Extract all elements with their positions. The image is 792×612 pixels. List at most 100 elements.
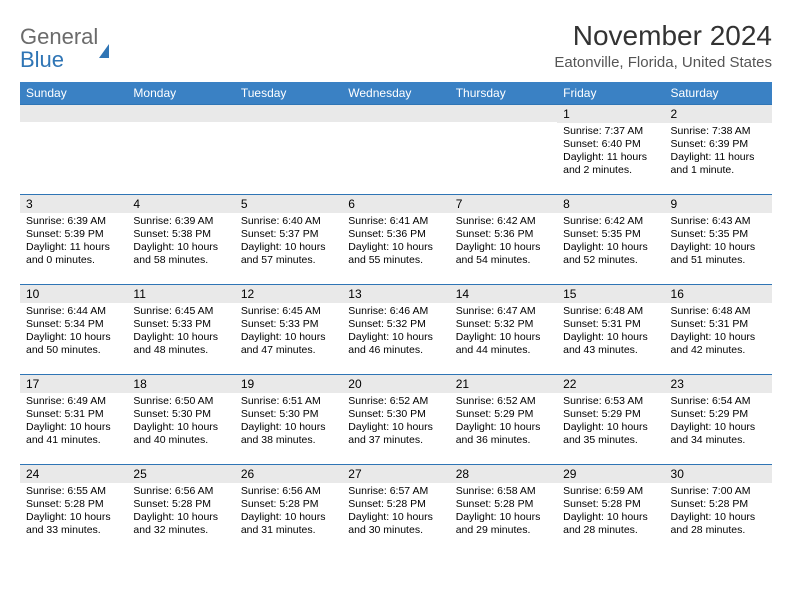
- sunset-text: Sunset: 5:32 PM: [348, 318, 443, 331]
- daylight-text: Daylight: 11 hours and 1 minute.: [671, 151, 766, 177]
- daylight-text: Daylight: 10 hours and 46 minutes.: [348, 331, 443, 357]
- day-header: Sunday: [20, 82, 127, 104]
- sunrise-text: Sunrise: 6:56 AM: [133, 485, 228, 498]
- sunset-text: Sunset: 5:30 PM: [348, 408, 443, 421]
- daylight-text: Daylight: 11 hours and 2 minutes.: [563, 151, 658, 177]
- daylight-text: Daylight: 10 hours and 44 minutes.: [456, 331, 551, 357]
- daylight-text: Daylight: 10 hours and 31 minutes.: [241, 511, 336, 537]
- sunset-text: Sunset: 5:33 PM: [241, 318, 336, 331]
- daylight-text: Daylight: 10 hours and 41 minutes.: [26, 421, 121, 447]
- sunrise-text: Sunrise: 6:39 AM: [133, 215, 228, 228]
- daylight-text: Daylight: 10 hours and 30 minutes.: [348, 511, 443, 537]
- sunset-text: Sunset: 5:28 PM: [456, 498, 551, 511]
- calendar-cell: 25Sunrise: 6:56 AMSunset: 5:28 PMDayligh…: [127, 464, 234, 554]
- calendar-cell: 21Sunrise: 6:52 AMSunset: 5:29 PMDayligh…: [450, 374, 557, 464]
- empty-day-header: [342, 104, 449, 122]
- calendar-cell: 17Sunrise: 6:49 AMSunset: 5:31 PMDayligh…: [20, 374, 127, 464]
- day-number: 26: [235, 464, 342, 483]
- sunset-text: Sunset: 6:40 PM: [563, 138, 658, 151]
- sunrise-text: Sunrise: 7:00 AM: [671, 485, 766, 498]
- calendar-cell: 12Sunrise: 6:45 AMSunset: 5:33 PMDayligh…: [235, 284, 342, 374]
- calendar-cell: 13 Sunrise: 6:46 AMSunset: 5:32 PMDayligh…: [342, 284, 449, 374]
- day-info: Sunrise: 6:55 AMSunset: 5:28 PMDaylight:…: [20, 483, 127, 542]
- calendar-cell: 8Sunrise: 6:42 AMSunset: 5:35 PMDaylight…: [557, 194, 664, 284]
- daylight-text: Daylight: 10 hours and 33 minutes.: [26, 511, 121, 537]
- empty-day-header: [235, 104, 342, 122]
- day-info: Sunrise: 6:50 AMSunset: 5:30 PMDaylight:…: [127, 393, 234, 452]
- sunrise-text: Sunrise: 6:50 AM: [133, 395, 228, 408]
- daylight-text: Daylight: 10 hours and 52 minutes.: [563, 241, 658, 267]
- day-info: Sunrise: 6:47 AMSunset: 5:32 PMDaylight:…: [450, 303, 557, 362]
- sunset-text: Sunset: 5:28 PM: [26, 498, 121, 511]
- sunrise-text: Sunrise: 6:52 AM: [348, 395, 443, 408]
- day-info: Sunrise: 6:49 AMSunset: 5:31 PMDaylight:…: [20, 393, 127, 452]
- daylight-text: Daylight: 10 hours and 37 minutes.: [348, 421, 443, 447]
- daylight-text: Daylight: 10 hours and 57 minutes.: [241, 241, 336, 267]
- calendar-cell: 22Sunrise: 6:53 AMSunset: 5:29 PMDayligh…: [557, 374, 664, 464]
- calendar-cell: 27Sunrise: 6:57 AMSunset: 5:28 PMDayligh…: [342, 464, 449, 554]
- day-info: Sunrise: 6:59 AMSunset: 5:28 PMDaylight:…: [557, 483, 664, 542]
- sunset-text: Sunset: 5:35 PM: [671, 228, 766, 241]
- day-info: Sunrise: 6:52 AMSunset: 5:30 PMDaylight:…: [342, 393, 449, 452]
- daylight-text: Daylight: 10 hours and 50 minutes.: [26, 331, 121, 357]
- calendar-cell: [127, 104, 234, 194]
- sunrise-text: Sunrise: 6:46 AM: [348, 305, 443, 318]
- sunset-text: Sunset: 5:36 PM: [348, 228, 443, 241]
- calendar-cell: 29Sunrise: 6:59 AMSunset: 5:28 PMDayligh…: [557, 464, 664, 554]
- empty-day-header: [127, 104, 234, 122]
- day-info: Sunrise: 6:54 AMSunset: 5:29 PMDaylight:…: [665, 393, 772, 452]
- sunset-text: Sunset: 5:32 PM: [456, 318, 551, 331]
- sunset-text: Sunset: 5:29 PM: [456, 408, 551, 421]
- calendar-cell: 5Sunrise: 6:40 AMSunset: 5:37 PMDaylight…: [235, 194, 342, 284]
- sunset-text: Sunset: 5:31 PM: [26, 408, 121, 421]
- daylight-text: Daylight: 10 hours and 47 minutes.: [241, 331, 336, 357]
- day-header: Wednesday: [342, 82, 449, 104]
- empty-day-header: [20, 104, 127, 122]
- day-info: Sunrise: 6:39 AMSunset: 5:38 PMDaylight:…: [127, 213, 234, 272]
- day-number: 13: [342, 284, 449, 303]
- calendar-row: 24Sunrise: 6:55 AMSunset: 5:28 PMDayligh…: [20, 464, 772, 554]
- calendar-cell: 24Sunrise: 6:55 AMSunset: 5:28 PMDayligh…: [20, 464, 127, 554]
- location: Eatonville, Florida, United States: [554, 54, 772, 71]
- sunrise-text: Sunrise: 6:51 AM: [241, 395, 336, 408]
- day-number: 15: [557, 284, 664, 303]
- calendar-cell: 26Sunrise: 6:56 AMSunset: 5:28 PMDayligh…: [235, 464, 342, 554]
- sunrise-text: Sunrise: 6:39 AM: [26, 215, 121, 228]
- calendar-cell: 10Sunrise: 6:44 AMSunset: 5:34 PMDayligh…: [20, 284, 127, 374]
- day-number: 7: [450, 194, 557, 213]
- daylight-text: Daylight: 10 hours and 42 minutes.: [671, 331, 766, 357]
- day-info: Sunrise: 6:42 AMSunset: 5:36 PMDaylight:…: [450, 213, 557, 272]
- day-number: 9: [665, 194, 772, 213]
- sunset-text: Sunset: 5:28 PM: [563, 498, 658, 511]
- day-info: Sunrise: 6:42 AMSunset: 5:35 PMDaylight:…: [557, 213, 664, 272]
- sunrise-text: Sunrise: 7:37 AM: [563, 125, 658, 138]
- day-number: 5: [235, 194, 342, 213]
- sunset-text: Sunset: 5:34 PM: [26, 318, 121, 331]
- daylight-text: Daylight: 10 hours and 34 minutes.: [671, 421, 766, 447]
- sunset-text: Sunset: 5:28 PM: [348, 498, 443, 511]
- day-number: 11: [127, 284, 234, 303]
- day-info: Sunrise: 7:37 AMSunset: 6:40 PMDaylight:…: [557, 123, 664, 182]
- daylight-text: Daylight: 10 hours and 54 minutes.: [456, 241, 551, 267]
- sunrise-text: Sunrise: 6:41 AM: [348, 215, 443, 228]
- calendar-cell: 3Sunrise: 6:39 AMSunset: 5:39 PMDaylight…: [20, 194, 127, 284]
- sunrise-text: Sunrise: 6:42 AM: [456, 215, 551, 228]
- day-number: 25: [127, 464, 234, 483]
- sunset-text: Sunset: 5:28 PM: [133, 498, 228, 511]
- calendar-cell: 2Sunrise: 7:38 AMSunset: 6:39 PMDaylight…: [665, 104, 772, 194]
- sunset-text: Sunset: 5:30 PM: [241, 408, 336, 421]
- sunset-text: Sunset: 5:36 PM: [456, 228, 551, 241]
- calendar-cell: 28Sunrise: 6:58 AMSunset: 5:28 PMDayligh…: [450, 464, 557, 554]
- sunset-text: Sunset: 6:39 PM: [671, 138, 766, 151]
- day-header: Thursday: [450, 82, 557, 104]
- day-info: Sunrise: 7:38 AMSunset: 6:39 PMDaylight:…: [665, 123, 772, 182]
- day-info: Sunrise: 6:56 AMSunset: 5:28 PMDaylight:…: [127, 483, 234, 542]
- daylight-text: Daylight: 10 hours and 43 minutes.: [563, 331, 658, 357]
- day-number: 14: [450, 284, 557, 303]
- sunrise-text: Sunrise: 6:40 AM: [241, 215, 336, 228]
- day-number: 2: [665, 104, 772, 123]
- calendar-row: 17Sunrise: 6:49 AMSunset: 5:31 PMDayligh…: [20, 374, 772, 464]
- sunset-text: Sunset: 5:28 PM: [241, 498, 336, 511]
- day-number: 22: [557, 374, 664, 393]
- calendar-body: 1Sunrise: 7:37 AMSunset: 6:40 PMDaylight…: [20, 104, 772, 554]
